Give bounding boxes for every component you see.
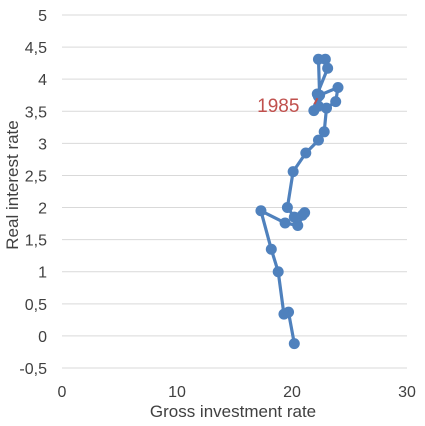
data-point — [278, 308, 290, 320]
data-point — [279, 217, 291, 229]
data-point — [319, 53, 331, 65]
y-tick-label: 4 — [38, 72, 47, 89]
data-point — [265, 243, 277, 255]
data-point — [272, 266, 284, 278]
data-point — [312, 134, 324, 146]
annotation-label: 1985 — [257, 96, 299, 117]
data-point — [332, 82, 344, 94]
data-point — [292, 220, 304, 232]
data-point — [322, 62, 334, 74]
data-point — [318, 126, 330, 138]
y-axis-tick-labels: -0,5 0 0,5 1 1,5 2 2,5 3 3,5 4 4,5 5 — [19, 8, 47, 378]
y-tick-label: 0 — [38, 329, 47, 346]
y-tick-label: 1 — [38, 265, 47, 282]
y-tick-label: 5 — [38, 8, 47, 25]
y-tick-label: 0,5 — [25, 297, 47, 314]
y-tick-label: -0,5 — [19, 361, 47, 378]
data-point — [288, 211, 300, 223]
data-point — [281, 202, 293, 214]
y-tick-label: 2,5 — [25, 168, 47, 185]
y-tick-label: 3 — [38, 136, 47, 153]
data-point — [330, 96, 342, 108]
data-series — [255, 53, 344, 350]
x-axis-tick-labels: 0 10 20 30 — [58, 384, 416, 401]
annotation-pointer — [313, 97, 319, 105]
data-point — [312, 91, 324, 103]
y-tick-label: 2 — [38, 201, 47, 218]
y-axis-label: Real interest rate — [3, 120, 22, 249]
data-point — [288, 338, 300, 350]
gridlines — [62, 14, 407, 369]
data-point — [287, 166, 299, 178]
y-tick-label: 4,5 — [25, 40, 47, 57]
x-axis-label: Gross investment rate — [150, 402, 316, 421]
annotations: 1985 — [257, 96, 319, 117]
x-tick-label: 10 — [168, 384, 186, 401]
y-tick-label: 1,5 — [25, 233, 47, 250]
x-tick-label: 30 — [398, 384, 416, 401]
data-point — [255, 205, 267, 217]
y-tick-label: 3,5 — [25, 104, 47, 121]
data-point — [300, 147, 312, 159]
x-tick-label: 0 — [58, 384, 67, 401]
x-tick-label: 20 — [283, 384, 301, 401]
